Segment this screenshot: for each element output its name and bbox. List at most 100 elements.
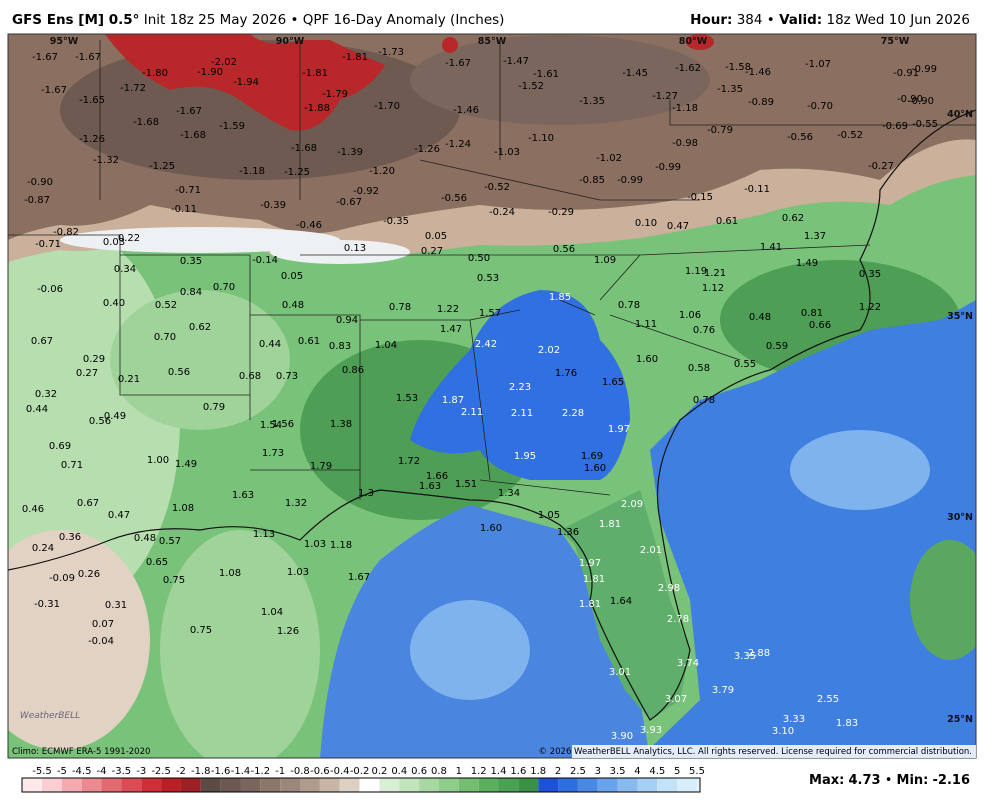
anomaly-label: -0.04 [88, 636, 114, 647]
anomaly-label: -0.11 [171, 204, 197, 215]
anomaly-label: 0.71 [61, 460, 83, 471]
anomaly-label: 0.36 [59, 532, 81, 543]
header-right: Hour: 384 • Valid: 18z Wed 10 Jun 2026 [690, 12, 970, 28]
anomaly-label: 0.61 [716, 216, 738, 227]
min-label: Min: [897, 773, 929, 788]
anomaly-label: -0.39 [260, 200, 286, 211]
tan-area [8, 530, 150, 750]
legend-label: -4.5 [72, 766, 92, 777]
anomaly-label: 1.81 [583, 574, 605, 585]
legend-label: -5.5 [32, 766, 52, 777]
anomaly-label: 0.78 [618, 300, 640, 311]
legend-label: 4.5 [649, 766, 665, 777]
green-patch [910, 540, 976, 660]
legend-label: -1.8 [191, 766, 211, 777]
anomaly-label: 3.01 [609, 667, 631, 678]
anomaly-label: -0.79 [707, 125, 733, 136]
anomaly-label: 1.03 [287, 567, 309, 578]
legend-swatch [538, 778, 559, 792]
anomaly-label: 0.53 [477, 273, 499, 284]
legend-label: -3.5 [112, 766, 132, 777]
anomaly-label: -0.67 [336, 197, 362, 208]
anomaly-label: 1.51 [455, 479, 477, 490]
anomaly-label: 0.48 [282, 300, 304, 311]
anomaly-label: 3.07 [665, 694, 687, 705]
anomaly-label: 1.11 [635, 319, 657, 330]
anomaly-label: 0.84 [180, 287, 202, 298]
anomaly-label: 0.59 [766, 341, 788, 352]
anomaly-label: 1.21 [704, 268, 726, 279]
anomaly-label: 0.27 [76, 368, 98, 379]
anomaly-label: 1.00 [147, 455, 169, 466]
anomaly-label: -1.80 [142, 68, 168, 79]
anomaly-label: 1.60 [636, 354, 658, 365]
anomaly-label: 0.75 [163, 575, 185, 586]
legend-label: -1.6 [211, 766, 231, 777]
near-normal [60, 227, 340, 253]
anomaly-label: -1.10 [528, 133, 554, 144]
anomaly-label: 1.19 [685, 266, 707, 277]
atlantic [640, 300, 976, 758]
anomaly-label: 0.05 [281, 271, 303, 282]
anomaly-label: 0.83 [329, 341, 351, 352]
anomaly-label: -1.02 [596, 153, 622, 164]
anomaly-label: 0.66 [809, 320, 831, 331]
anomaly-label: 2.55 [817, 694, 839, 705]
legend-swatch [558, 778, 578, 792]
anomaly-label: 2.78 [667, 614, 689, 625]
legend-label: -0.8 [290, 766, 310, 777]
anomaly-label: 1.13 [253, 529, 275, 540]
anomaly-label: 2.23 [509, 382, 531, 393]
legend-label: -5 [57, 766, 67, 777]
anomaly-label: 0.24 [32, 543, 54, 554]
anomaly-label: 1.57 [479, 308, 501, 319]
wet-area [410, 290, 630, 480]
separator: • [767, 12, 775, 28]
anomaly-label: 0.13 [344, 243, 366, 254]
legend-swatch [220, 778, 241, 792]
anomaly-label: 1.65 [602, 377, 624, 388]
model: GFS Ens [M] 0.5° [12, 12, 139, 28]
anomaly-label: -0.56 [787, 132, 813, 143]
anomaly-label: -0.15 [687, 192, 713, 203]
anomaly-label: -0.85 [579, 175, 605, 186]
legend-swatch [498, 778, 519, 792]
anomaly-label: 1.87 [442, 395, 464, 406]
anomaly-label: 0.58 [688, 363, 710, 374]
legend-swatch [339, 778, 360, 792]
lon-label: 85°W [478, 36, 507, 47]
anomaly-label: 0.55 [734, 359, 756, 370]
legend-swatch [180, 778, 201, 792]
anomaly-label: 2.28 [562, 408, 584, 419]
anomaly-label: 0.81 [801, 308, 823, 319]
legend-swatch [379, 778, 400, 792]
legend-label: 5.5 [689, 766, 705, 777]
anomaly-label: 1.63 [232, 490, 254, 501]
anomaly-label: 0.79 [203, 402, 225, 413]
anomaly-label: 1.81 [599, 519, 621, 530]
lon-label: 75°W [881, 36, 910, 47]
logo: WeatherBELL [20, 711, 80, 721]
anomaly-label: 0.70 [213, 282, 235, 293]
coastline [8, 109, 976, 721]
anomaly-label: -0.24 [489, 207, 515, 218]
anomaly-label: 1.97 [608, 424, 630, 435]
anomaly-label: 0.94 [336, 315, 358, 326]
anomaly-label: 1.63 [419, 481, 441, 492]
anomaly-label: 0.34 [114, 264, 136, 275]
anomaly-label: 1.32 [285, 498, 307, 509]
legend-label: -0.2 [350, 766, 370, 777]
anomaly-label: -0.90 [897, 94, 923, 105]
anomaly-label: -0.29 [548, 207, 574, 218]
legend-swatch [260, 778, 281, 792]
legend-label: -0.6 [310, 766, 330, 777]
anomaly-label: -1.94 [233, 77, 259, 88]
anomaly-label: -0.56 [441, 193, 467, 204]
anomaly-label: 0.07 [92, 619, 114, 630]
anomaly-label: 0.44 [259, 339, 281, 350]
legend-label: 5 [674, 766, 680, 777]
anomaly-label: 2.88 [748, 648, 770, 659]
legend-label: 0.6 [411, 766, 427, 777]
anomaly-label: -1.59 [219, 121, 245, 132]
legend-swatch [419, 778, 439, 792]
